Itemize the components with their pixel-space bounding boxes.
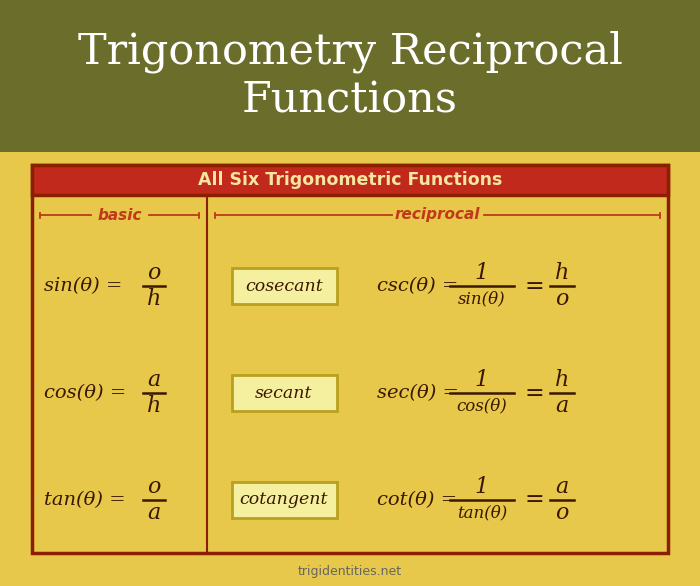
Text: tan(θ): tan(θ): [457, 504, 507, 521]
Text: 1: 1: [475, 476, 489, 498]
Text: 1: 1: [475, 263, 489, 284]
Text: secant: secant: [256, 384, 313, 401]
Text: =: =: [524, 275, 544, 298]
Text: cos(θ): cos(θ): [456, 397, 508, 414]
Text: sin(θ): sin(θ): [458, 291, 506, 308]
Bar: [232, 268, 337, 304]
Text: cos(θ) =: cos(θ) =: [44, 384, 132, 402]
Text: Trigonometry Reciprocal
Functions: Trigonometry Reciprocal Functions: [78, 30, 622, 121]
Text: h: h: [147, 288, 161, 311]
Text: sec(θ) =: sec(θ) =: [377, 384, 466, 402]
Text: basic: basic: [97, 207, 141, 223]
Text: o: o: [147, 263, 161, 284]
Text: csc(θ) =: csc(θ) =: [377, 277, 465, 295]
Bar: [232, 375, 337, 411]
Bar: [32, 165, 668, 195]
Bar: [0, 0, 700, 152]
Text: reciprocal: reciprocal: [395, 207, 480, 223]
Text: tan(θ) =: tan(θ) =: [44, 490, 132, 509]
Text: a: a: [148, 502, 160, 524]
Text: =: =: [524, 381, 544, 404]
Text: o: o: [555, 288, 568, 311]
Text: cot(θ) =: cot(θ) =: [377, 490, 463, 509]
Text: =: =: [524, 488, 544, 511]
Text: sin(θ) =: sin(θ) =: [44, 277, 129, 295]
Text: a: a: [555, 476, 568, 498]
Text: cotangent: cotangent: [239, 491, 328, 508]
Text: a: a: [148, 369, 160, 391]
Text: 1: 1: [475, 369, 489, 391]
Text: h: h: [147, 395, 161, 417]
Text: h: h: [555, 369, 569, 391]
Text: All Six Trigonometric Functions: All Six Trigonometric Functions: [198, 171, 502, 189]
Text: o: o: [555, 502, 568, 524]
Text: cosecant: cosecant: [245, 278, 323, 295]
Bar: [232, 482, 337, 517]
Text: trigidentities.net: trigidentities.net: [298, 565, 402, 578]
Text: h: h: [555, 263, 569, 284]
Bar: [32, 165, 668, 553]
Text: o: o: [147, 476, 161, 498]
Text: a: a: [555, 395, 568, 417]
